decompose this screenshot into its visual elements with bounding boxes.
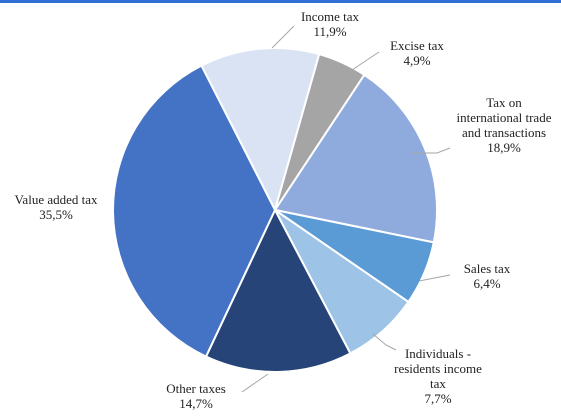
leader-line xyxy=(372,333,397,351)
data-label-name: Sales tax xyxy=(464,261,511,276)
data-label-value: 14,7% xyxy=(179,396,213,411)
data-label: Excise tax 4,9% xyxy=(390,38,444,68)
data-label-name: and transactions xyxy=(462,125,546,140)
leader-line xyxy=(241,373,269,393)
data-label-name: Excise tax xyxy=(390,38,444,53)
data-label-value: 18,9% xyxy=(487,140,521,155)
pie-slices xyxy=(112,47,438,373)
top-accent-rule xyxy=(0,0,561,3)
data-label: Tax on international trade and transaction… xyxy=(457,95,552,155)
data-label-name: residents income xyxy=(394,361,482,376)
leader-line xyxy=(411,147,451,154)
data-label-value: 35,5% xyxy=(39,207,73,222)
pie-slice-income-tax xyxy=(200,47,321,213)
data-label: Value added tax 35,5% xyxy=(14,192,98,222)
leader-line xyxy=(418,274,451,282)
data-label-name: Value added tax xyxy=(14,192,98,207)
data-label: Sales tax 6,4% xyxy=(464,261,511,291)
leader-line xyxy=(271,25,295,49)
data-label-name: international trade xyxy=(457,110,552,125)
data-label-name: Individuals - xyxy=(405,346,471,361)
pie-slice-other-taxes xyxy=(204,207,352,373)
data-labels: Income tax 11,9% Excise tax 4,9% Tax on inter… xyxy=(14,9,551,411)
data-label-name: Other taxes xyxy=(166,381,226,396)
data-label-name: tax xyxy=(430,376,446,391)
leader-line xyxy=(351,51,380,71)
data-label-value: 4,9% xyxy=(403,53,430,68)
data-label-name: Income tax xyxy=(301,9,360,24)
pie-slice-value-added-tax xyxy=(112,64,277,358)
data-label-value: 6,4% xyxy=(473,276,500,291)
data-label-name: Tax on xyxy=(486,95,522,110)
data-label: Income tax 11,9% xyxy=(301,9,360,39)
data-label-value: 11,9% xyxy=(313,24,346,39)
pie-slice-tax-on-international-trade-and-transactions xyxy=(273,73,438,244)
leader-lines xyxy=(241,25,451,393)
data-label: Individuals -residents income tax 7,7% xyxy=(394,346,482,406)
data-label-value: 7,7% xyxy=(424,391,451,406)
data-label: Other taxes 14,7% xyxy=(166,381,226,411)
